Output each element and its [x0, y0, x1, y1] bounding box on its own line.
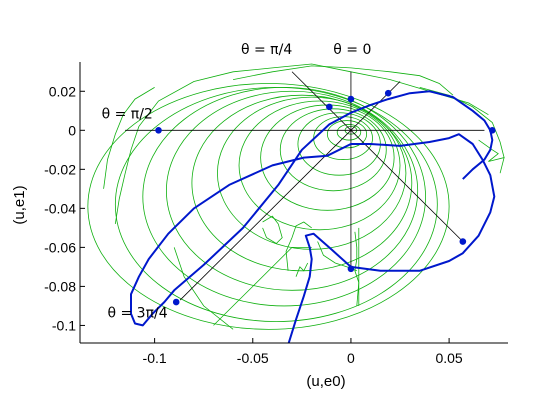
x-tick-label: -0.1 — [143, 350, 167, 366]
field-trajectory-5 — [285, 221, 312, 271]
field-contour-5 — [279, 108, 387, 192]
field-trajectory-6 — [262, 215, 283, 245]
y-tick-label: -0.02 — [44, 161, 76, 177]
theta-ray-5 — [350, 130, 466, 244]
x-tick-label: 0 — [347, 350, 355, 366]
axes — [79, 62, 508, 344]
boundary-markers — [155, 89, 496, 306]
theta-annotation-0: θ = π/4 — [241, 42, 292, 58]
boundary-marker-4 — [488, 126, 496, 134]
y-tick-label: -0.08 — [44, 278, 76, 294]
annotations: θ = π/4 θ = 0 θ = π/2 θ = 3π/4 — [102, 42, 372, 321]
y-tick-label: 0 — [68, 122, 76, 138]
x-tick-label: 0.05 — [435, 350, 462, 366]
boundary-marker-5 — [459, 238, 467, 245]
x-tick-label: -0.05 — [237, 350, 269, 366]
field-trajectory-12 — [295, 262, 309, 277]
boundary-marker-2 — [347, 95, 355, 103]
y-tick-label: -0.1 — [52, 317, 76, 333]
field-contour-13 — [87, 83, 450, 330]
boundary-marker-1 — [326, 103, 333, 111]
field-trajectory-1 — [103, 87, 155, 189]
x-axis-label: (u,e0) — [306, 373, 345, 390]
field-contour-2 — [326, 120, 368, 149]
theta-ray-7 — [179, 130, 352, 301]
theta-annotation-1: θ = 0 — [333, 42, 371, 58]
boundary-marker-6 — [347, 265, 355, 273]
y-axis-label: (u,e1) — [11, 185, 28, 224]
field-contour-9 — [191, 94, 413, 272]
field-trajectory-11 — [173, 247, 234, 330]
field-contour-12 — [114, 86, 438, 322]
boundary-marker-7 — [172, 298, 180, 306]
field-contour-8 — [217, 96, 407, 250]
theta-rays — [125, 71, 485, 301]
theta-ray-2 — [291, 71, 352, 131]
field-trajectory-0 — [114, 63, 489, 225]
theta-annotation-2: θ = π/2 — [102, 107, 153, 123]
y-tick-label: 0.02 — [49, 83, 76, 99]
tick-labels: -0.1 -0.05 0 0.05 0.02 0 -0.02 -0.04 -0.06 -0.08 -… — [44, 83, 463, 366]
theta-annotation-3: θ = 3π/4 — [107, 306, 167, 322]
boundary-marker-3 — [384, 89, 392, 97]
y-tick-label: -0.06 — [44, 239, 76, 255]
theta-ray-3 — [350, 81, 401, 131]
y-tick-label: -0.04 — [44, 200, 76, 216]
plot-area — [87, 63, 505, 343]
boundary-marker-0 — [155, 126, 162, 134]
field-trajectory-10 — [213, 246, 312, 326]
boundary-series — [130, 90, 496, 343]
field-contour-1 — [336, 124, 362, 141]
field-contour-10 — [165, 90, 419, 291]
field-trajectory-2 — [233, 65, 454, 96]
field-contour-7 — [238, 100, 401, 231]
boundary-line — [130, 90, 496, 343]
